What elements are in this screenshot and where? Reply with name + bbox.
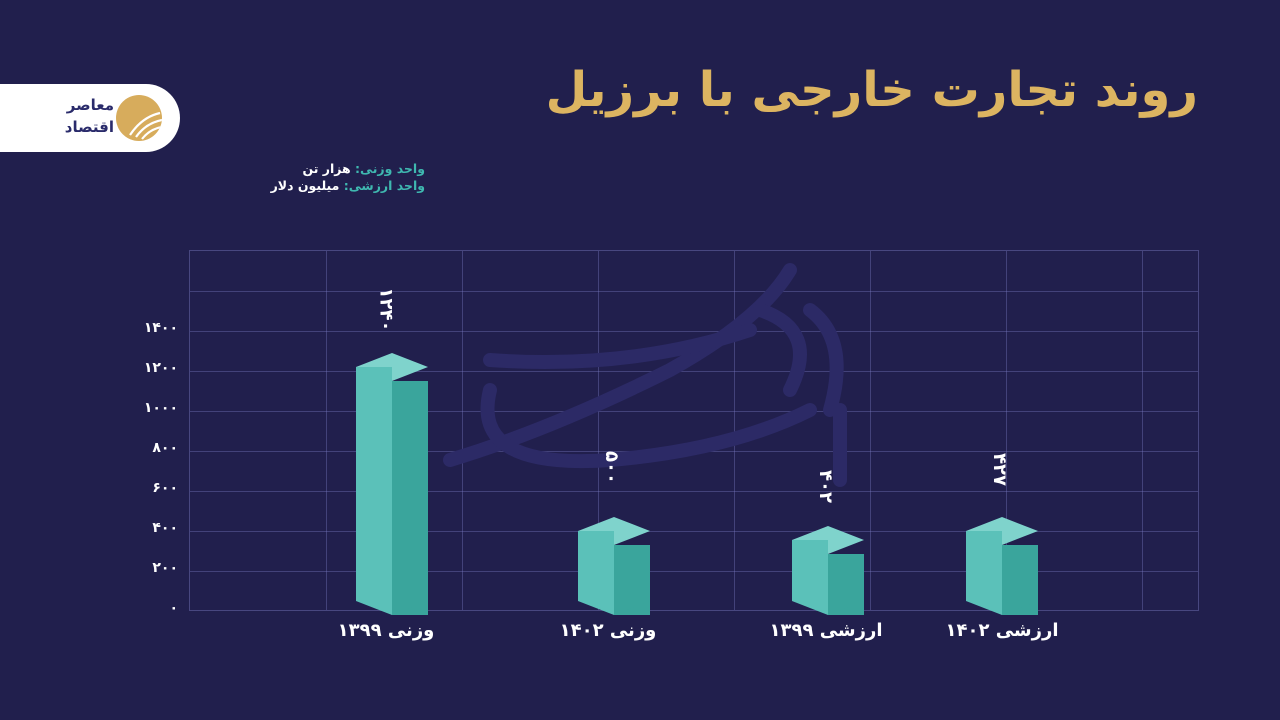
bar-weight-1399	[356, 353, 428, 615]
bar-bottom	[356, 601, 428, 615]
gridline	[190, 531, 1198, 532]
y-tick: ۴۰۰	[152, 520, 178, 536]
value-unit-key: واحد ارزشی:	[343, 178, 425, 193]
bar-bottom	[792, 601, 864, 615]
logo-text-line-2: اقتصاد	[64, 118, 114, 136]
units-legend: واحد وزنی: هزار تن واحد ارزشی: میلیون دل…	[271, 160, 425, 194]
chart-title: روند تجارت خارجی با برزیل	[545, 62, 1198, 118]
bar-value-label: ۴۰۲	[814, 470, 836, 503]
gridline	[734, 251, 735, 610]
value-unit: واحد ارزشی: میلیون دلار	[271, 177, 425, 194]
gridline	[870, 251, 871, 610]
gridline	[190, 291, 1198, 292]
gridline	[1142, 251, 1143, 610]
gridline	[598, 251, 599, 610]
gridline	[462, 251, 463, 610]
weight-unit: واحد وزنی: هزار تن	[271, 160, 425, 177]
bar-left-face	[966, 531, 1002, 601]
bar-weight-1402	[578, 517, 650, 615]
bar-left-face	[356, 367, 392, 601]
y-tick: ۰	[169, 600, 178, 616]
category-label: وزنی ۱۳۹۹	[337, 620, 435, 641]
category-label: وزنی ۱۴۰۲	[559, 620, 657, 641]
bar-left-face	[792, 540, 828, 601]
category-label: ارزشی ۱۳۹۹	[769, 620, 883, 641]
y-tick: ۱۴۰۰	[143, 320, 178, 336]
logo-icon	[116, 95, 162, 141]
gridline	[190, 371, 1198, 372]
weight-unit-key: واحد وزنی:	[355, 161, 425, 176]
gridline	[326, 251, 327, 610]
bar-value-1402	[966, 517, 1038, 615]
category-label: ارزشی ۱۴۰۲	[945, 620, 1059, 641]
logo-text: معاصر اقتصاد	[24, 94, 114, 144]
gridline	[1006, 251, 1007, 610]
bar-bottom	[578, 601, 650, 615]
y-tick: ۱۲۰۰	[143, 360, 178, 376]
y-tick: ۲۰۰	[152, 560, 178, 576]
bar-bottom	[966, 601, 1038, 615]
logo-text-line-1: معاصر	[66, 96, 114, 114]
bar-right-face	[392, 381, 428, 615]
bar-left-face	[578, 531, 614, 601]
bar-value-label: ۱۲۴۰	[375, 287, 397, 332]
bar-value-label: ۴۲۷	[988, 453, 1010, 486]
value-unit-value: میلیون دلار	[270, 178, 340, 193]
weight-unit-value: هزار تن	[302, 161, 351, 176]
gridline	[190, 491, 1198, 492]
y-tick: ۶۰۰	[152, 480, 178, 496]
watermark-logo	[443, 263, 847, 487]
gridline	[190, 571, 1198, 572]
y-tick: ۱۰۰۰	[143, 400, 178, 416]
gridline	[190, 331, 1198, 332]
bar-value-label: ۵۰۰	[600, 451, 622, 484]
y-tick: ۸۰۰	[152, 440, 178, 456]
gridline	[190, 411, 1198, 412]
bar-value-1399	[792, 526, 864, 615]
